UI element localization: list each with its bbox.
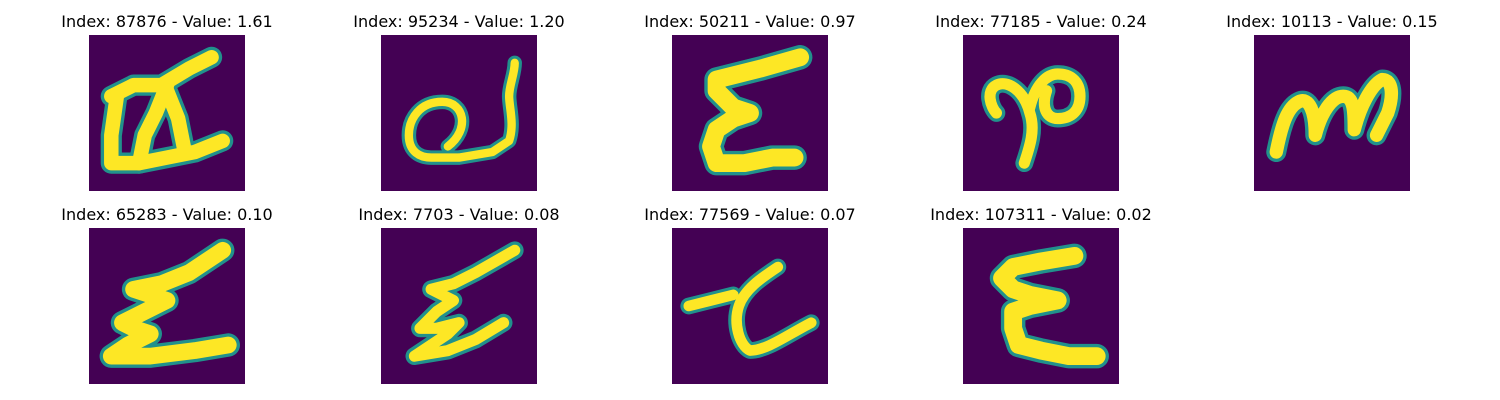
panel-title: Index: 10113 - Value: 0.15	[1226, 12, 1438, 31]
glyph-drawing	[989, 243, 1109, 369]
glyph-image	[381, 35, 537, 191]
panel-2: Index: 95234 - Value: 1.20	[329, 12, 589, 192]
panel-title: Index: 65283 - Value: 0.10	[61, 205, 273, 224]
panel-4: Index: 77185 - Value: 0.24	[911, 12, 1171, 192]
glyph-drawing	[100, 46, 234, 174]
glyph-drawing	[981, 65, 1089, 173]
glyph-image	[672, 35, 828, 191]
glyph-image	[672, 228, 828, 384]
panel-title: Index: 77569 - Value: 0.07	[644, 205, 856, 224]
panel-9: Index: 107311 - Value: 0.02	[911, 205, 1171, 385]
glyph-image	[1254, 35, 1410, 191]
glyph-image	[89, 35, 245, 191]
panel-5: Index: 10113 - Value: 0.15	[1202, 12, 1462, 192]
glyph-drawing	[698, 45, 813, 176]
panel-1: Index: 87876 - Value: 1.61	[37, 12, 297, 192]
glyph-drawing	[680, 258, 820, 359]
panel-title: Index: 107311 - Value: 0.02	[930, 205, 1152, 224]
panel-3: Index: 50211 - Value: 0.97	[620, 12, 880, 192]
glyph-image	[963, 228, 1119, 384]
panel-6: Index: 65283 - Value: 0.10	[37, 205, 297, 385]
panel-title: Index: 50211 - Value: 0.97	[644, 12, 856, 31]
panel-title: Index: 87876 - Value: 1.61	[61, 12, 273, 31]
glyph-image	[963, 35, 1119, 191]
glyph-image	[381, 228, 537, 384]
panel-8: Index: 77569 - Value: 0.07	[620, 205, 880, 385]
glyph-drawing	[99, 238, 240, 368]
panel-title: Index: 95234 - Value: 1.20	[353, 12, 565, 31]
glyph-drawing	[1266, 69, 1402, 163]
panel-title: Index: 77185 - Value: 0.24	[935, 12, 1147, 31]
panel-7: Index: 7703 - Value: 0.08	[329, 205, 589, 385]
glyph-drawing	[401, 55, 522, 165]
panel-title: Index: 7703 - Value: 0.08	[358, 205, 560, 224]
glyph-drawing	[405, 241, 524, 366]
glyph-image	[89, 228, 245, 384]
